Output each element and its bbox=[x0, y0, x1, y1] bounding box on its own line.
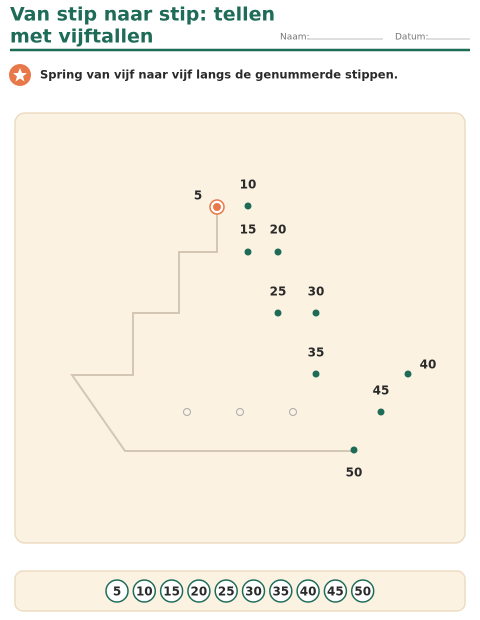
dot bbox=[404, 370, 412, 378]
dot-label: 35 bbox=[308, 346, 325, 360]
puzzle-panel bbox=[14, 112, 466, 544]
title-line: met vijftallen bbox=[10, 26, 153, 48]
number-circle bbox=[241, 579, 266, 603]
number: 45 bbox=[327, 585, 344, 599]
dot-label: 20 bbox=[270, 223, 287, 237]
number-circle bbox=[105, 579, 129, 603]
title-line: Van stip naar stip: tellen bbox=[10, 4, 275, 26]
number: 30 bbox=[245, 585, 262, 599]
empty-dot bbox=[236, 408, 244, 416]
dot bbox=[312, 370, 320, 378]
dot bbox=[350, 446, 358, 454]
guide-path bbox=[70, 207, 354, 452]
dot-label: 5 bbox=[194, 189, 202, 203]
empty-dot bbox=[289, 408, 297, 416]
number-circle bbox=[187, 579, 211, 603]
number: 15 bbox=[163, 585, 180, 599]
number-circle bbox=[214, 579, 238, 603]
number-circle bbox=[159, 579, 184, 603]
number: 20 bbox=[191, 585, 208, 599]
number: 35 bbox=[272, 585, 289, 599]
dot bbox=[244, 248, 252, 256]
dot-label: 40 bbox=[420, 358, 437, 372]
number-strip bbox=[14, 570, 466, 612]
dots: 5 10 15 20 25 30 35 40 45 50 bbox=[194, 178, 437, 480]
number: 10 bbox=[136, 585, 153, 599]
dot-label: 15 bbox=[240, 223, 257, 237]
date-label: Datum: bbox=[395, 33, 428, 43]
dot-label: 30 bbox=[308, 285, 325, 299]
number-circle bbox=[132, 579, 157, 603]
number: 25 bbox=[218, 585, 235, 599]
dot-label: 50 bbox=[346, 466, 363, 480]
dot bbox=[312, 309, 320, 317]
star bbox=[13, 68, 27, 82]
dot-label: 45 bbox=[373, 384, 390, 398]
number: 5 bbox=[113, 585, 121, 599]
dot bbox=[377, 408, 385, 416]
number: 40 bbox=[300, 585, 317, 599]
dot-label: 25 bbox=[270, 285, 287, 299]
start-dot bbox=[213, 203, 221, 211]
name-label: Naam: bbox=[280, 33, 310, 43]
dot bbox=[244, 202, 252, 210]
number: 50 bbox=[354, 585, 371, 599]
dot bbox=[274, 248, 282, 256]
strip-items: 5 10 15 20 25 30 35 40 45 50 bbox=[105, 579, 375, 603]
dot bbox=[274, 309, 282, 317]
empty-dot bbox=[183, 408, 191, 416]
instruction: Spring van vijf naar vijf langs de genum… bbox=[40, 68, 398, 82]
number-circle bbox=[269, 579, 293, 603]
number-circle bbox=[296, 579, 320, 603]
dot-label: 10 bbox=[240, 178, 257, 192]
number-circle bbox=[323, 579, 348, 603]
number-circle bbox=[350, 579, 375, 603]
